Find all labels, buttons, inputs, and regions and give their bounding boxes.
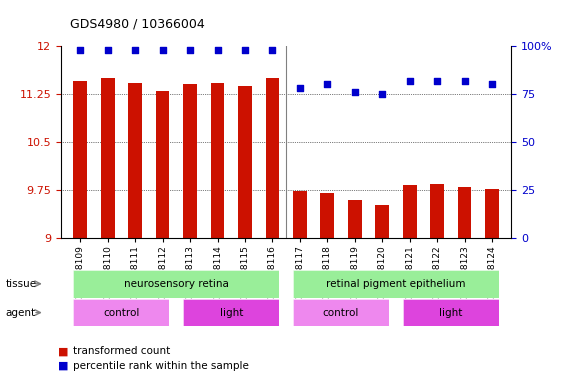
- Text: ■: ■: [58, 361, 69, 371]
- Point: [76, 47, 85, 53]
- Text: percentile rank within the sample: percentile rank within the sample: [73, 361, 249, 371]
- Bar: [403, 185, 417, 238]
- Text: tissue: tissue: [6, 279, 37, 289]
- Text: retinal pigment epithelium: retinal pigment epithelium: [326, 279, 466, 289]
- Bar: [348, 200, 361, 238]
- Bar: [156, 91, 170, 238]
- Text: transformed count: transformed count: [73, 346, 170, 356]
- Bar: [485, 189, 499, 238]
- Point: [432, 78, 442, 84]
- Point: [405, 78, 414, 84]
- Point: [460, 78, 469, 84]
- Point: [350, 89, 360, 95]
- Point: [103, 47, 112, 53]
- Point: [158, 47, 167, 53]
- Point: [487, 81, 497, 88]
- Point: [268, 47, 277, 53]
- Point: [185, 47, 195, 53]
- Text: ■: ■: [58, 346, 69, 356]
- Text: light: light: [220, 308, 243, 318]
- Bar: [266, 78, 279, 238]
- Bar: [128, 83, 142, 238]
- Bar: [238, 86, 252, 238]
- Text: neurosensory retina: neurosensory retina: [124, 279, 229, 289]
- Bar: [458, 187, 471, 238]
- Bar: [293, 191, 307, 238]
- Bar: [375, 205, 389, 238]
- Point: [213, 47, 222, 53]
- Text: light: light: [439, 308, 462, 318]
- Point: [241, 47, 250, 53]
- Bar: [183, 84, 197, 238]
- Text: control: control: [323, 308, 359, 318]
- Bar: [101, 78, 114, 238]
- Point: [295, 85, 304, 91]
- Text: agent: agent: [6, 308, 36, 318]
- Text: control: control: [103, 308, 139, 318]
- Bar: [211, 83, 224, 238]
- Point: [322, 81, 332, 88]
- Point: [378, 91, 387, 97]
- Bar: [431, 184, 444, 238]
- Bar: [321, 193, 334, 238]
- Point: [131, 47, 140, 53]
- Bar: [73, 81, 87, 238]
- Text: GDS4980 / 10366004: GDS4980 / 10366004: [70, 17, 205, 30]
